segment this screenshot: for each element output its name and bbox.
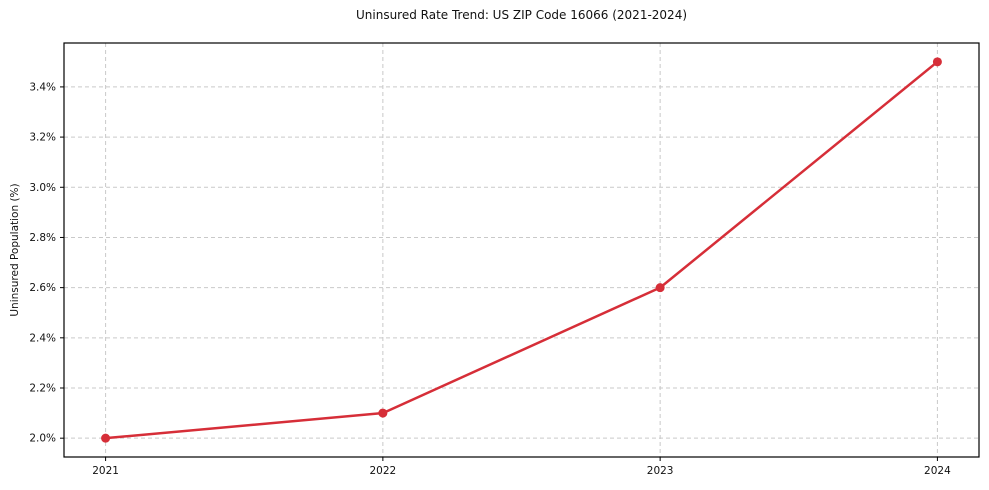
y-tick-label: 2.0% xyxy=(29,433,56,445)
x-tick-label: 2023 xyxy=(647,465,674,477)
y-tick-label: 3.4% xyxy=(29,81,56,93)
gridlines xyxy=(64,43,979,457)
x-tick-label: 2024 xyxy=(924,465,951,477)
y-tick-label: 2.6% xyxy=(29,282,56,294)
x-tick-label: 2021 xyxy=(92,465,119,477)
axes-frame xyxy=(63,42,980,458)
data-point-2021 xyxy=(101,433,111,443)
y-tick-label: 2.4% xyxy=(29,332,56,344)
data-point-2024 xyxy=(932,57,942,67)
y-tick-label: 2.8% xyxy=(29,232,56,244)
data-point-2022 xyxy=(378,408,388,418)
data-point-2023 xyxy=(655,283,665,293)
y-tick-label: 3.2% xyxy=(29,132,56,144)
y-tick-label: 3.0% xyxy=(29,182,56,194)
y-tick-label: 2.2% xyxy=(29,383,56,395)
chart-title: Uninsured Rate Trend: US ZIP Code 16066 … xyxy=(355,8,688,22)
trend-line xyxy=(104,60,939,440)
x-tick-label: 2022 xyxy=(369,465,396,477)
